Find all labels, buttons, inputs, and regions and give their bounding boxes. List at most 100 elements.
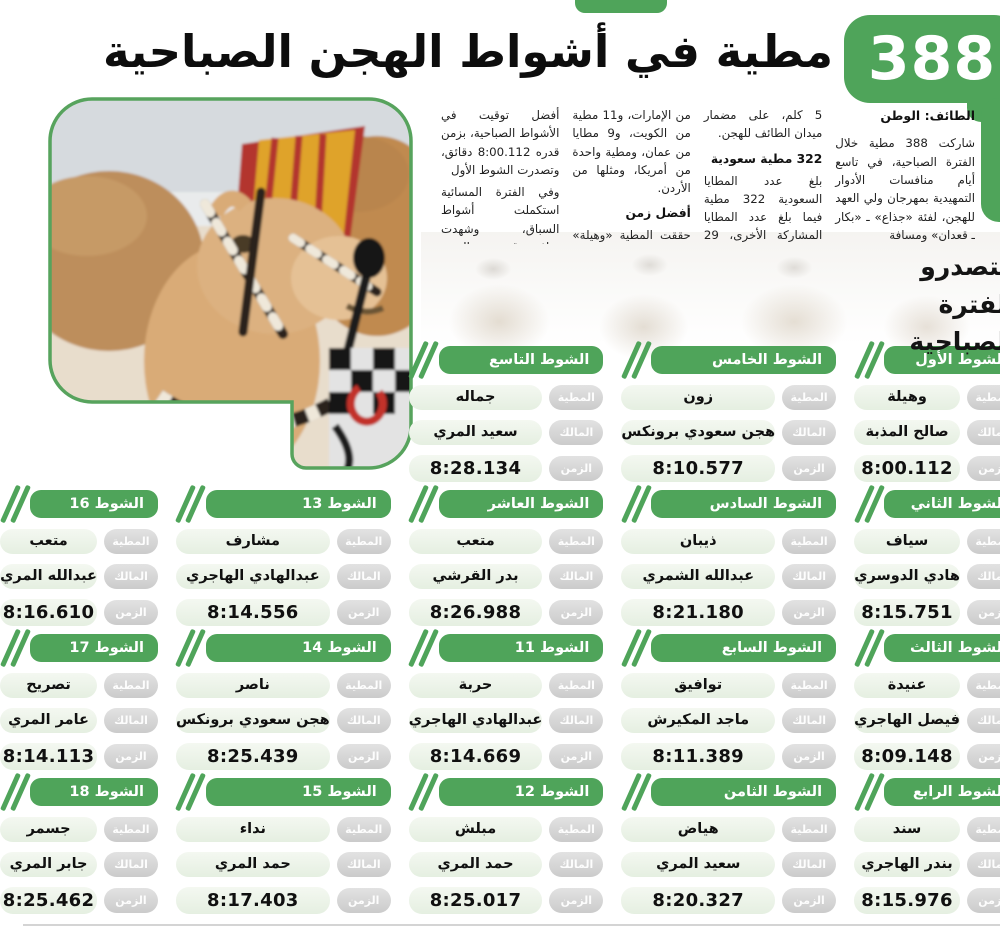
article-column-4: أفضل توقيت في الأشواط الصباحية، بزمن قدر… (418, 106, 536, 244)
round-title: الشوط 11 (416, 634, 581, 662)
mount-label: المطية (759, 529, 813, 554)
article-subhead: أفضل زمن (549, 204, 667, 223)
mount-value: ناصر (153, 673, 307, 698)
time-label: الزمن (314, 744, 368, 769)
double-slash-icon (153, 484, 183, 524)
mount-value: تصريح (0, 673, 74, 698)
time-label: الزمن (81, 600, 135, 625)
time-value: 8:11.389 (598, 743, 752, 770)
mount-value: متعب (386, 529, 520, 554)
time-label: الزمن (759, 888, 813, 913)
article-paragraph: حققت المطية «وهيلة» لمالكها صالح حمد الع… (549, 226, 667, 244)
double-slash-icon (386, 772, 416, 812)
owner-value: عبدالهادي الهاجري (386, 708, 520, 733)
owner-label: المالك (944, 420, 998, 445)
double-slash-icon (386, 628, 416, 668)
mount-value: مبلش (386, 817, 520, 842)
round-card-1: الشوط الأول المطية وهيلة المالك صالح المذب… (831, 346, 998, 482)
double-slash-icon (831, 628, 861, 668)
owner-value: ماجد المكيرش (598, 708, 752, 733)
article-body: الطائف: الوطن شاركت 388 مطية خلال الفترة… (418, 106, 952, 244)
round-card-7: الشوط السابع المطية توافيق المالك ماجد الم… (598, 634, 813, 770)
round-title: الشوط 17 (7, 634, 135, 662)
mount-label: المطية (526, 529, 580, 554)
mount-value: ذيبان (598, 529, 752, 554)
round-card-12: الشوط 12 المطية مبلش المالك حمد المري الزم… (386, 778, 581, 914)
round-card-11: الشوط 11 المطية حربة المالك عبدالهادي الها… (386, 634, 581, 770)
time-value: 8:28.134 (386, 455, 520, 482)
owner-value: عامر المري (0, 708, 74, 733)
mount-label: المطية (944, 673, 998, 698)
owner-value: صالح المذبة (831, 420, 937, 445)
owner-label: المالك (526, 852, 580, 877)
time-value: 8:14.669 (386, 743, 520, 770)
article-paragraph: 5 كلم، على مضمار ميدان الطائف للهجن. (681, 106, 799, 143)
mount-value: عنيدة (831, 673, 937, 698)
round-card-2: الشوط الثاني المطية سياف المالك هادي الدوس… (831, 490, 998, 626)
double-slash-icon (386, 484, 416, 524)
time-value: 8:14.556 (153, 599, 307, 626)
double-slash-icon (0, 484, 7, 524)
round-title: الشوط 15 (183, 778, 368, 806)
mount-value: توافيق (598, 673, 752, 698)
owner-label: المالك (759, 708, 813, 733)
double-slash-icon (831, 484, 861, 524)
round-title: الشوط الخامس (628, 346, 813, 374)
time-label: الزمن (759, 456, 813, 481)
round-title: الشوط 14 (183, 634, 368, 662)
round-title: الشوط السابع (628, 634, 813, 662)
time-value: 8:21.180 (598, 599, 752, 626)
double-slash-icon (831, 340, 861, 380)
round-title: الشوط 18 (7, 778, 135, 806)
round-card-4: الشوط الرابع المطية سند المالك بندر الهاجر… (831, 778, 998, 914)
owner-value: هادي الدوسري (831, 564, 937, 589)
owner-value: هجن سعودي برونكس (153, 708, 307, 733)
owner-value: حمد المري (153, 852, 307, 877)
round-card-6: الشوط السادس المطية ذيبان المالك عبدالله ا… (598, 490, 813, 626)
owner-label: المالك (81, 852, 135, 877)
mount-label: المطية (314, 529, 368, 554)
time-label: الزمن (759, 744, 813, 769)
round-card-9: الشوط التاسع المطية جماله المالك سعيد المر… (386, 346, 581, 482)
double-slash-icon (598, 628, 628, 668)
round-title: الشوط الثالث (861, 634, 998, 662)
owner-label: المالك (81, 564, 135, 589)
time-label: الزمن (526, 744, 580, 769)
owner-label: المالك (759, 420, 813, 445)
owner-label: المالك (526, 420, 580, 445)
owner-label: المالك (944, 852, 998, 877)
mount-label: المطية (81, 817, 135, 842)
round-card-15: الشوط 15 المطية نداء المالك حمد المري الزم… (153, 778, 368, 914)
double-slash-icon (598, 772, 628, 812)
round-title: الشوط 16 (7, 490, 135, 518)
count-badge: 388 (821, 15, 997, 103)
time-label: الزمن (759, 600, 813, 625)
article-subhead: 322 مطية سعودية (681, 150, 799, 169)
owner-value: بدر القرشي (386, 564, 520, 589)
double-slash-icon (386, 340, 416, 380)
owner-label: المالك (759, 852, 813, 877)
count-value: 388 (845, 29, 973, 89)
owner-value: هجن سعودي برونكس (598, 420, 752, 445)
mount-value: جماله (386, 385, 520, 410)
article-paragraph: وفي الفترة المسائية استكملت أشواط السباق… (418, 183, 536, 244)
time-value: 8:20.327 (598, 887, 752, 914)
mount-label: المطية (944, 529, 998, 554)
owner-label: المالك (526, 708, 580, 733)
round-card-14: الشوط 14 المطية ناصر المالك هجن سعودي برون… (153, 634, 368, 770)
owner-label: المالك (314, 852, 368, 877)
round-card-5: الشوط الخامس المطية زون المالك هجن سعودي ب… (598, 346, 813, 482)
time-label: الزمن (314, 600, 368, 625)
mount-value: وهيلة (831, 385, 937, 410)
mount-label: المطية (81, 673, 135, 698)
mount-label: المطية (526, 385, 580, 410)
owner-value: عبدالهادي الهاجري (153, 564, 307, 589)
mount-label: المطية (759, 673, 813, 698)
mount-value: زون (598, 385, 752, 410)
time-label: الزمن (944, 744, 998, 769)
mount-value: متعب (0, 529, 74, 554)
mount-value: حربة (386, 673, 520, 698)
owner-value: عبدالله الشمري (598, 564, 752, 589)
article-column-1: الطائف: الوطن شاركت 388 مطية خلال الفترة… (812, 106, 952, 244)
double-slash-icon (153, 772, 183, 812)
